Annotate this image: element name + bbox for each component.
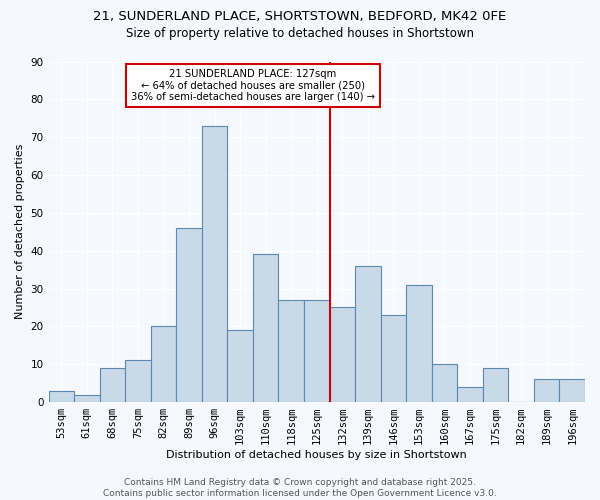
Bar [559,380,585,402]
Bar [355,266,380,402]
Text: Contains HM Land Registry data © Crown copyright and database right 2025.
Contai: Contains HM Land Registry data © Crown c… [103,478,497,498]
Y-axis label: Number of detached properties: Number of detached properties [15,144,25,320]
Bar [100,368,125,402]
Bar [329,308,355,402]
Bar [278,300,304,402]
Bar [125,360,151,402]
Bar [176,228,202,402]
Bar [227,330,253,402]
Text: 21, SUNDERLAND PLACE, SHORTSTOWN, BEDFORD, MK42 0FE: 21, SUNDERLAND PLACE, SHORTSTOWN, BEDFOR… [94,10,506,23]
Bar [74,394,100,402]
Bar [534,380,559,402]
Bar [49,390,74,402]
Text: 21 SUNDERLAND PLACE: 127sqm
← 64% of detached houses are smaller (250)
36% of se: 21 SUNDERLAND PLACE: 127sqm ← 64% of det… [131,69,375,102]
Bar [253,254,278,402]
Bar [457,387,483,402]
X-axis label: Distribution of detached houses by size in Shortstown: Distribution of detached houses by size … [166,450,467,460]
Bar [202,126,227,402]
Bar [304,300,329,402]
Bar [406,285,432,402]
Bar [483,368,508,402]
Bar [151,326,176,402]
Bar [432,364,457,402]
Text: Size of property relative to detached houses in Shortstown: Size of property relative to detached ho… [126,28,474,40]
Bar [380,315,406,402]
